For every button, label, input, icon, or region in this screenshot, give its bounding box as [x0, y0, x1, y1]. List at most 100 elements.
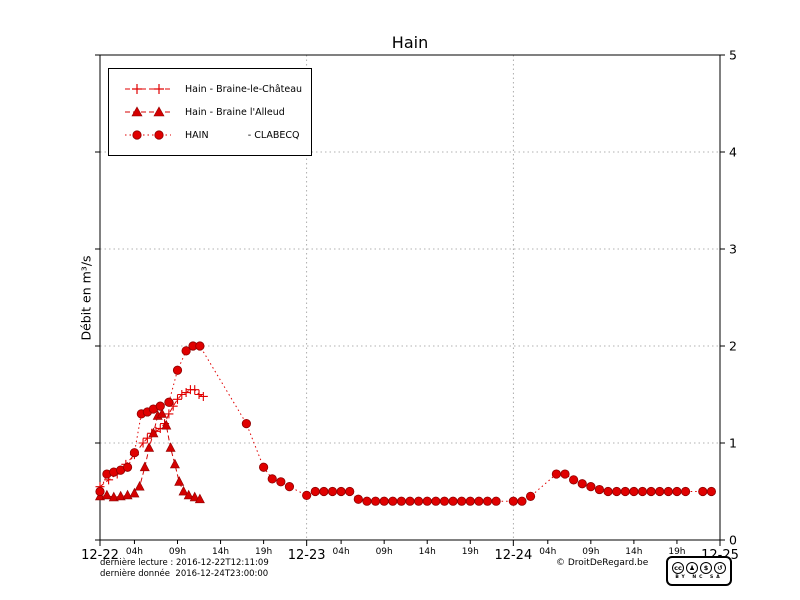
x-minor-tick-label: 19h — [462, 547, 479, 557]
sa-icon: ↺ — [714, 562, 726, 574]
y-tick-label: 0 — [729, 533, 737, 548]
x-minor-tick-label: 04h — [126, 547, 143, 557]
circle-marker — [465, 496, 475, 506]
x-minor-tick-label: 04h — [539, 547, 556, 557]
circle-marker — [345, 486, 355, 497]
y-tick-label: 2 — [729, 339, 737, 354]
circle-marker — [276, 477, 286, 487]
circle-marker — [551, 469, 561, 479]
y-tick-label: 3 — [729, 242, 737, 257]
nc-icon: $ — [700, 562, 712, 574]
plus-marker — [194, 390, 204, 399]
circle-marker — [663, 486, 673, 497]
y-tick-label: 4 — [729, 145, 737, 160]
circle-marker — [517, 496, 527, 506]
circle-marker — [122, 462, 133, 472]
circle-marker — [319, 486, 329, 497]
circle-marker — [362, 496, 372, 506]
circle-marker — [508, 496, 518, 506]
triangle-marker — [108, 491, 119, 502]
circle-marker — [431, 496, 441, 506]
triangle-marker — [174, 476, 185, 486]
plus-marker — [138, 438, 148, 448]
triangle-marker — [144, 442, 155, 452]
circle-marker — [353, 494, 363, 504]
x-minor-tick-label: 04h — [333, 547, 350, 557]
legend: Hain - Braine-le-Château Hain - Braine l… — [108, 68, 312, 156]
chart-title: Hain — [391, 33, 429, 52]
circle-marker — [327, 486, 338, 497]
circle-marker — [680, 486, 691, 497]
legend-label: Hain - Braine-le-Château — [185, 83, 303, 95]
x-minor-tick-label: 19h — [668, 547, 685, 557]
legend-item-braine-l-alleud: Hain - Braine l'Alleud — [123, 105, 307, 119]
cc-license-icons: cc ♟ $ ↺ — [672, 562, 726, 574]
x-minor-tick-label: 09h — [169, 547, 186, 557]
circle-marker — [241, 418, 251, 429]
triangle-marker — [101, 489, 112, 500]
last-reading-text: dernière lecture : 2016-12-22T12:11:09 — [100, 558, 269, 568]
cc-license-caption: BY NC SA — [675, 575, 723, 580]
legend-item-braine-le-chateau: Hain - Braine-le-Château — [123, 82, 307, 96]
circle-marker — [336, 486, 346, 497]
plus-marker — [190, 385, 200, 395]
circle-marker — [414, 496, 424, 506]
y-tick-label: 5 — [729, 48, 737, 63]
circle-marker — [172, 365, 183, 375]
circle-marker — [129, 448, 140, 458]
plus-marker — [164, 409, 174, 419]
circle-marker — [267, 474, 277, 484]
circle-marker — [586, 482, 596, 492]
x-major-tick-label: 12-23 — [288, 548, 326, 563]
triangle-marker — [122, 489, 133, 500]
by-icon: ♟ — [686, 562, 698, 574]
x-minor-tick-label: 09h — [582, 547, 599, 557]
circle-marker — [620, 486, 630, 497]
circle-marker — [612, 486, 622, 497]
triangle-marker — [169, 458, 180, 469]
copyright-text: © DroitDeRegard.be — [556, 558, 649, 568]
circle-marker — [155, 401, 165, 411]
circle-marker — [405, 496, 415, 506]
legend-item-clabecq: HAIN - CLABECQ — [123, 128, 307, 142]
triangle-marker — [189, 491, 200, 502]
x-minor-tick-label: 09h — [376, 547, 393, 557]
triangle-marker — [148, 427, 159, 438]
circle-marker — [439, 496, 450, 506]
triangle-marker — [129, 487, 140, 498]
circle-marker — [379, 496, 389, 506]
triangle-marker-sample-icon — [125, 106, 171, 117]
circle-marker — [181, 346, 191, 356]
plot-frame — [99, 54, 721, 541]
circle-marker — [195, 341, 205, 351]
circle-marker-sample-icon — [125, 130, 171, 140]
circle-marker — [603, 486, 613, 497]
circle-marker — [284, 482, 295, 492]
circle-marker — [164, 397, 174, 407]
circle-marker — [525, 491, 536, 501]
triangle-marker — [157, 408, 167, 418]
x-major-tick-label: 12-24 — [494, 548, 532, 563]
circle-marker — [95, 486, 105, 497]
circle-marker — [396, 496, 406, 506]
x-minor-tick-label: 19h — [255, 547, 272, 557]
triangle-marker — [139, 461, 150, 472]
circle-marker — [259, 462, 269, 472]
cc-logo-icon: cc — [672, 562, 684, 574]
plus-marker — [173, 394, 182, 404]
plus-marker — [142, 433, 152, 443]
circle-marker — [629, 486, 639, 497]
plus-marker — [198, 391, 208, 401]
circle-marker — [448, 496, 458, 506]
triangle-marker — [165, 442, 176, 452]
circle-marker — [637, 486, 648, 497]
circle-marker — [594, 484, 605, 495]
cc-license-badge: cc ♟ $ ↺ BY NC SA — [666, 556, 732, 586]
y-tick-label: 1 — [729, 436, 737, 451]
circle-marker — [569, 475, 579, 485]
circle-marker — [577, 479, 587, 489]
circle-marker — [491, 496, 501, 506]
x-major-tick-label: 12-22 — [81, 548, 119, 563]
circle-marker — [388, 496, 398, 506]
